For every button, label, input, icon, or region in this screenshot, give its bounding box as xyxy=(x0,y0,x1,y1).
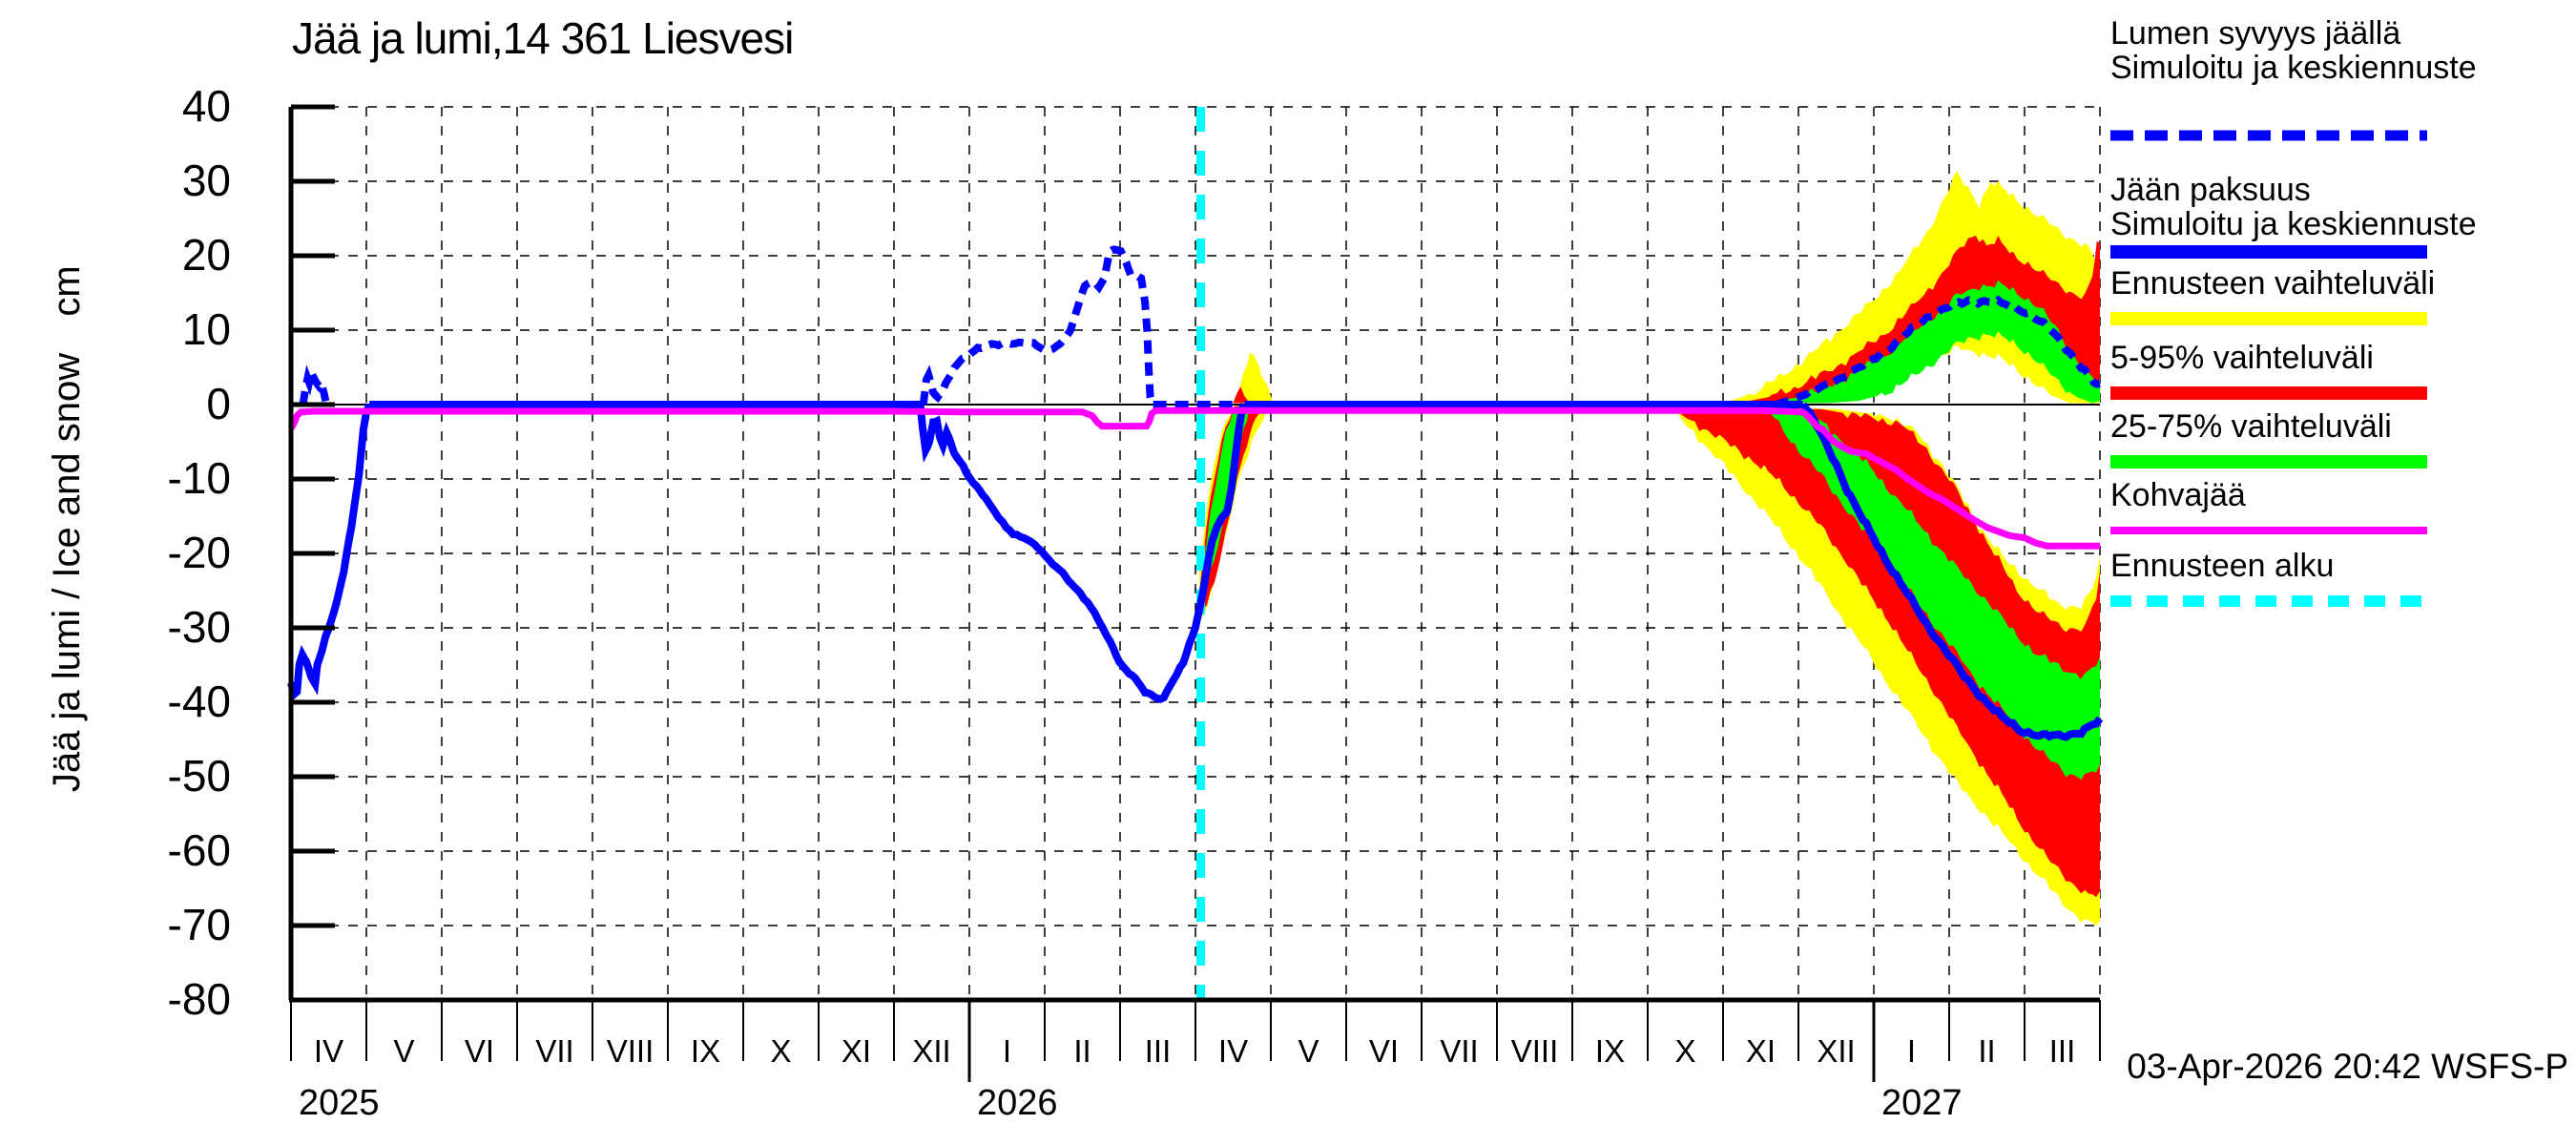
series-ice-thickness-simulated-spring-2025 xyxy=(287,403,373,702)
x-month-label: IV xyxy=(314,1033,343,1069)
series-kohvajaa-frazil-ice xyxy=(287,406,2100,550)
y-tick-label: -30 xyxy=(168,602,231,652)
x-month-label: VII xyxy=(1440,1033,1478,1069)
series-snow-depth-median-forecast-2026-2027 xyxy=(1775,295,2101,408)
axes xyxy=(288,104,2101,1082)
x-month-label: V xyxy=(1298,1033,1319,1069)
x-month-label: VIII xyxy=(607,1033,654,1069)
x-month-label: I xyxy=(1003,1033,1011,1069)
x-month-label: III xyxy=(2049,1033,2076,1069)
legend-label: Simuloitu ja keskiennuste xyxy=(2110,50,2477,86)
band-winter-2026-2027-ice-range-5-95 xyxy=(1681,408,2100,898)
x-year-label: 2026 xyxy=(977,1083,1058,1123)
y-tick-label: 30 xyxy=(182,156,231,205)
y-tick-label: -20 xyxy=(168,528,231,577)
y-axis-unit: cm xyxy=(46,265,88,316)
data-series xyxy=(287,245,2104,741)
band-winter-2026-2027-ice-range-total xyxy=(1672,407,2100,926)
x-month-label: II xyxy=(1978,1033,1995,1069)
x-month-label: II xyxy=(1073,1033,1091,1069)
x-month-label: IV xyxy=(1218,1033,1248,1069)
y-tick-label: -40 xyxy=(168,677,231,726)
x-month-label: III xyxy=(1145,1033,1172,1069)
series-ice-thickness-median-forecast-2026-2027 xyxy=(1799,402,2104,741)
x-month-label: IX xyxy=(691,1033,720,1069)
band-spring-2026-snow-range-total xyxy=(1233,352,1278,404)
x-month-label: VI xyxy=(465,1033,494,1069)
x-year-label: 2027 xyxy=(1881,1083,1963,1123)
series-snow-depth-simulated-winter-2025-2026 xyxy=(919,245,1241,408)
x-year-label: 2025 xyxy=(299,1083,380,1123)
band-spring-2026-snow-range-5-95 xyxy=(1233,386,1251,404)
x-month-label: XII xyxy=(912,1033,950,1069)
band-winter-2026-2027-snow-range-total xyxy=(1723,170,2100,404)
y-axis-title: Jää ja lumi / Ice and snow xyxy=(46,353,88,792)
x-month-label: X xyxy=(1674,1033,1695,1069)
x-month-label: I xyxy=(1907,1033,1916,1069)
y-tick-label: 0 xyxy=(206,379,231,428)
y-tick-label: -60 xyxy=(168,825,231,875)
legend-label: Ennusteen alku xyxy=(2110,548,2334,584)
y-tick-label: -50 xyxy=(168,751,231,801)
series-ice-thickness-winter-2025-2026-and-melt xyxy=(916,402,1248,703)
x-month-label: XI xyxy=(1746,1033,1776,1069)
x-month-label: VII xyxy=(535,1033,573,1069)
series-snow-depth-simulated-spring-2025 xyxy=(299,359,331,406)
y-tick-label: -70 xyxy=(168,900,231,949)
y-tick-label: 10 xyxy=(182,304,231,354)
timestamp: 03-Apr-2026 20:42 WSFS-P xyxy=(2127,1047,2568,1086)
y-tick-label: -80 xyxy=(168,974,231,1024)
x-month-label: IX xyxy=(1595,1033,1625,1069)
x-month-label: VI xyxy=(1369,1033,1399,1069)
legend-label: Kohvajää xyxy=(2110,477,2246,513)
band-winter-2026-2027-snow-range-5-95 xyxy=(1737,235,2100,404)
chart-title: Jää ja lumi,14 361 Liesvesi xyxy=(292,13,793,63)
y-tick-label: 20 xyxy=(182,230,231,280)
forecast-bands xyxy=(1199,170,2100,926)
x-month-label: V xyxy=(393,1033,414,1069)
legend-label: Simuloitu ja keskiennuste xyxy=(2110,206,2477,242)
legend-label: 25-75% vaihteluväli xyxy=(2110,408,2392,445)
x-month-label: XI xyxy=(841,1033,871,1069)
legend-label: Jään paksuus xyxy=(2110,172,2311,208)
legend-label: Lumen syvyys jäällä xyxy=(2110,15,2400,52)
x-month-label: VIII xyxy=(1511,1033,1559,1069)
legend-label: Ennusteen vaihteluväli xyxy=(2110,265,2435,302)
band-spring-2026-melt-range-5-95 xyxy=(1199,406,1264,611)
x-month-label: XII xyxy=(1817,1033,1855,1069)
x-month-label: X xyxy=(770,1033,791,1069)
y-tick-label: 40 xyxy=(182,81,231,131)
legend-label: 5-95% vaihteluväli xyxy=(2110,340,2374,376)
y-tick-label: -10 xyxy=(168,453,231,503)
